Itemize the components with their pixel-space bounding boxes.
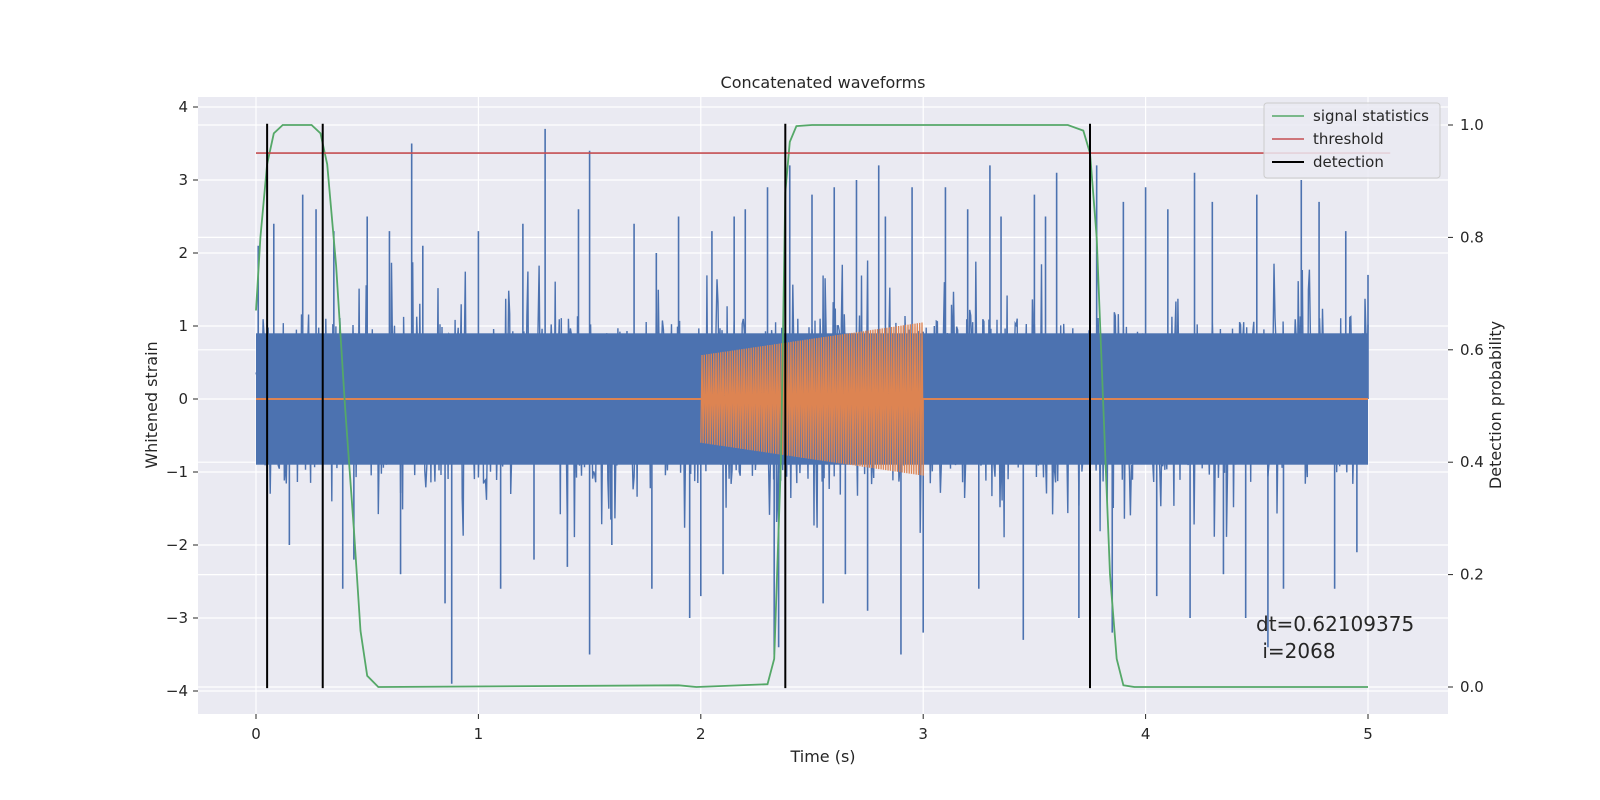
y2-tick-label: 1.0 (1460, 116, 1484, 134)
x-tick-label: 2 (696, 725, 706, 743)
ticks-layer: 0 1 2 3 4 5 −4 −3 −2 −1 0 1 2 3 4 0.0 0.2 0.4 0.6 0.8 1.0 (166, 98, 1484, 743)
chart-title: Concatenated waveforms (721, 73, 926, 92)
series-injection (256, 322, 1368, 476)
x-tick-label: 4 (1141, 725, 1151, 743)
annotation-dt: dt=0.62109375 (1256, 612, 1414, 636)
y-tick-label: −1 (166, 463, 188, 481)
y2-tick-label: 0.0 (1460, 678, 1484, 696)
y2-tick-label: 0.8 (1460, 228, 1484, 246)
legend-label-detection: detection (1313, 153, 1384, 171)
y2-tick-label: 0.2 (1460, 566, 1484, 584)
y-tick-label: 1 (178, 317, 188, 335)
y-tick-label: −2 (166, 536, 188, 554)
y2-tick-label: 0.4 (1460, 453, 1484, 471)
y2-axis-label: Detection probability (1486, 321, 1505, 489)
series-signal-statistics (255, 124, 1368, 688)
y-tick-label: 2 (178, 244, 188, 262)
y-tick-label: −3 (166, 609, 188, 627)
legend-label-signal-statistics: signal statistics (1313, 107, 1429, 125)
y-axis-label: Whitened strain (142, 341, 161, 468)
legend-box (1263, 102, 1441, 179)
series-layer (255, 123, 1391, 689)
injection-chirp (700, 322, 924, 476)
y-tick-label: 0 (178, 390, 188, 408)
x-tick-label: 1 (474, 725, 484, 743)
y2-tick-label: 0.6 (1460, 341, 1484, 359)
y-tick-label: 3 (178, 171, 188, 189)
legend-label-threshold: threshold (1313, 130, 1384, 148)
x-tick-label: 5 (1363, 725, 1373, 743)
legend: signal statistics threshold detection (1263, 102, 1441, 179)
y-tick-label: −4 (166, 682, 188, 700)
y-tick-label: 4 (178, 98, 188, 116)
x-tick-label: 3 (918, 725, 928, 743)
annotation-index: i=2068 (1256, 639, 1336, 663)
x-tick-label: 0 (251, 725, 261, 743)
x-axis-label: Time (s) (789, 747, 855, 766)
